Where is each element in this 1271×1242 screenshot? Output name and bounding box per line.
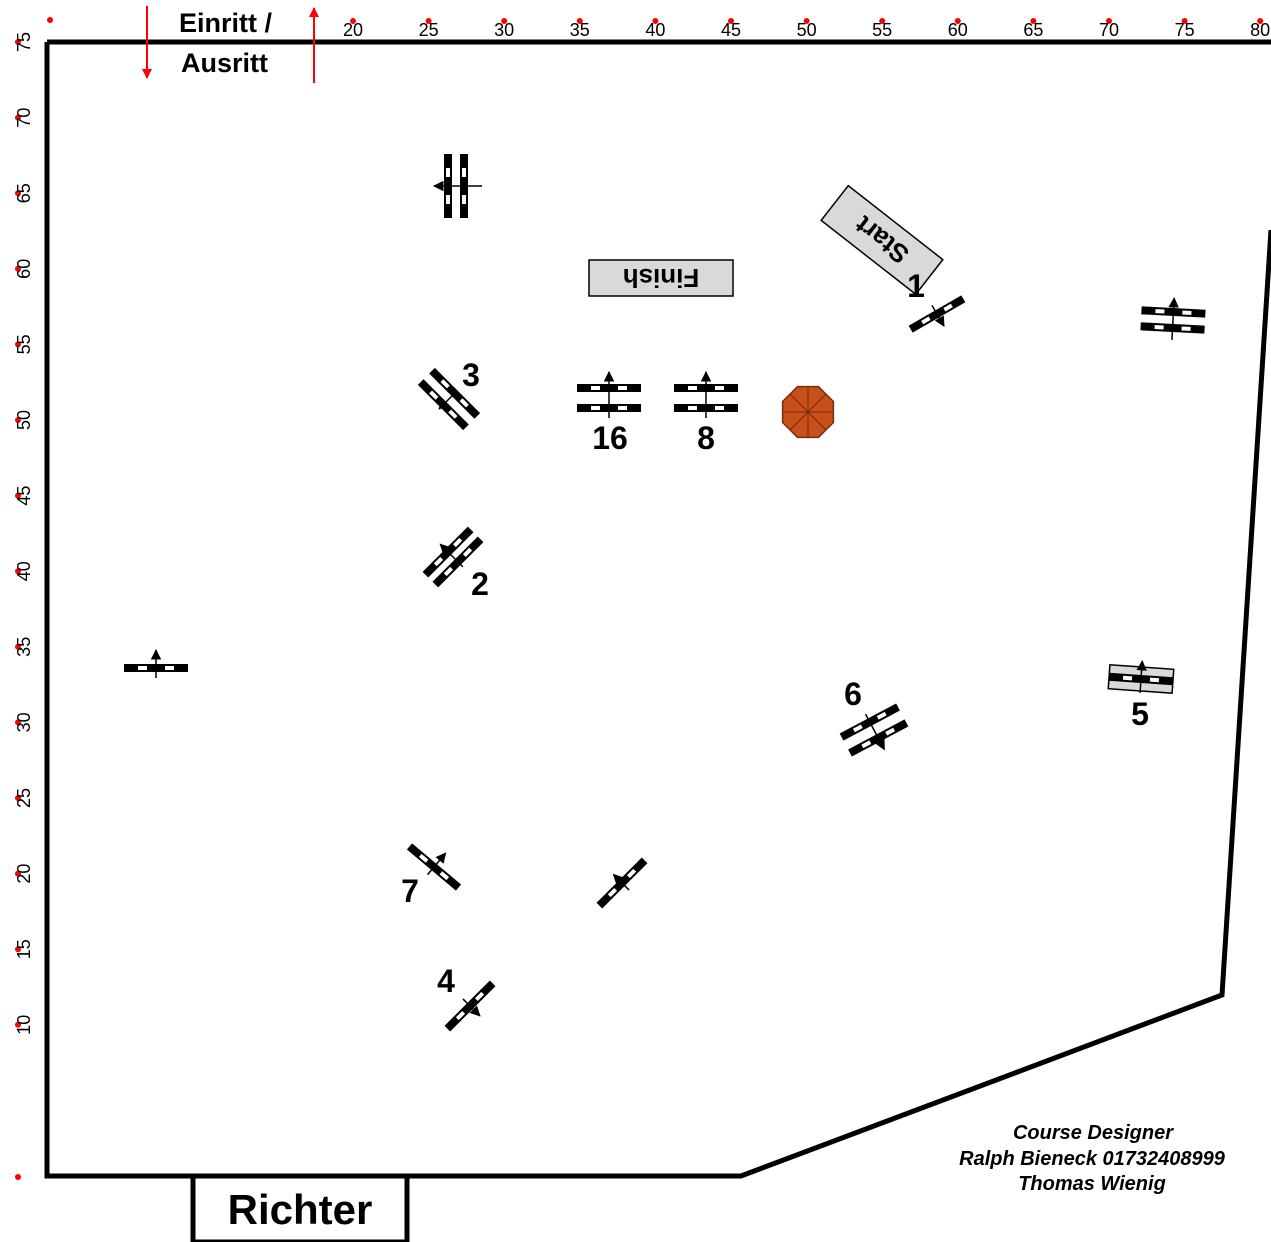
tick-marker: [15, 568, 21, 575]
obstacle-number-16: 16: [592, 420, 628, 456]
entrance-label-line2: Ausritt: [181, 48, 268, 78]
jump-5: [1107, 659, 1175, 695]
obstacle-number-6: 6: [844, 676, 862, 712]
top-tick-label: 30: [494, 20, 514, 40]
tick-marker: [15, 417, 21, 423]
tick-marker: [15, 492, 21, 499]
designer-credit: Course Designer Ralph Bieneck 0173240899…: [959, 1122, 1226, 1195]
jump-7: [406, 843, 462, 891]
tick-marker: [15, 341, 21, 348]
corner-marker: [15, 1174, 21, 1180]
left-tick-label: 55: [14, 334, 34, 354]
oxer-upper-left: [432, 154, 482, 218]
tick-marker: [15, 1021, 21, 1028]
top-tick-label: 35: [570, 20, 590, 40]
top-tick-label: 55: [872, 20, 892, 40]
tick-marker: [15, 870, 21, 877]
left-tick-label: 70: [14, 108, 34, 128]
tick-marker: [15, 265, 21, 272]
oxer-top-right: [1140, 296, 1206, 341]
jump-8: [674, 370, 738, 418]
tick-marker: [15, 795, 21, 801]
jump-1: [908, 295, 966, 333]
top-tick-label: 60: [948, 20, 968, 40]
tick-marker: [15, 190, 21, 197]
judge-box: Richter: [190, 1173, 410, 1242]
jump-16: [577, 370, 641, 418]
jump-4: [444, 980, 496, 1032]
tick-marker: [501, 18, 508, 24]
obstacle-number-7: 7: [401, 873, 419, 909]
obstacle-number-1: 1: [907, 268, 925, 304]
jump-6: [839, 703, 909, 757]
finish-label: Finish: [623, 263, 700, 293]
corner-marker: [47, 17, 53, 23]
jump-lower-middle: [596, 857, 648, 909]
obstacle-number-8: 8: [697, 420, 715, 456]
designer-line2: Thomas Wienig: [1018, 1173, 1166, 1195]
left-tick-label: 60: [14, 259, 34, 279]
arena-border-outline: [44, 42, 1271, 1179]
obstacle-number-4: 4: [437, 963, 455, 999]
top-tick-label: 40: [645, 20, 665, 40]
tick-marker: [1181, 18, 1188, 24]
left-tick-label: 50: [14, 410, 34, 430]
tick-marker: [15, 114, 21, 121]
finish-sign: Finish: [588, 259, 734, 297]
top-tick-label: 80: [1250, 20, 1270, 40]
tick-marker: [879, 18, 886, 24]
designer-line1: Ralph Bieneck 01732408999: [959, 1148, 1226, 1170]
left-tick-label: 20: [14, 864, 34, 884]
left-tick-label: 15: [14, 939, 34, 959]
top-tick-label: 50: [797, 20, 817, 40]
jump-left-single: [124, 648, 188, 678]
tick-marker: [728, 18, 734, 24]
tick-marker: [954, 18, 961, 24]
left-tick-label: 45: [14, 486, 34, 506]
obstacle-number-5: 5: [1131, 696, 1149, 732]
entrance-label-line1: Einritt /: [179, 8, 272, 38]
jump-2: [422, 526, 484, 588]
top-tick-label: 45: [721, 20, 741, 40]
tick-marker: [425, 18, 432, 24]
top-axis: 20 25 30 35 40 45 50 55 60 65 70 75 80: [343, 18, 1270, 40]
tick-marker: [1030, 18, 1037, 24]
top-tick-label: 70: [1099, 20, 1119, 40]
top-tick-label: 20: [343, 20, 363, 40]
top-tick-label: 75: [1175, 20, 1195, 40]
obstacle-number-2: 2: [471, 566, 489, 602]
tick-marker: [15, 719, 21, 726]
umbrella-icon: [781, 385, 835, 439]
tick-marker: [350, 18, 356, 24]
left-tick-label: 40: [14, 561, 34, 581]
tick-marker: [1257, 18, 1264, 24]
left-tick-label: 65: [14, 183, 34, 203]
entrance-exit: Einritt / Ausritt: [142, 6, 319, 83]
top-tick-label: 25: [419, 20, 439, 40]
tick-marker: [1106, 18, 1112, 24]
judge-label: Richter: [228, 1186, 373, 1233]
left-tick-label: 35: [14, 637, 34, 657]
obstacle-number-3: 3: [462, 357, 480, 393]
tick-marker: [652, 18, 659, 24]
tick-marker: [15, 39, 21, 45]
left-tick-label: 10: [14, 1015, 34, 1035]
tick-marker: [15, 946, 21, 953]
top-tick-label: 65: [1023, 20, 1043, 40]
left-axis: 75 70 65 60 55 50 45 40 35 30 25 20 15 10: [14, 32, 34, 1035]
tick-marker: [803, 18, 810, 24]
jump-3: [417, 367, 481, 431]
tick-marker: [576, 18, 583, 24]
designer-title: Course Designer: [1013, 1122, 1174, 1144]
left-tick-label: 30: [14, 712, 34, 732]
left-tick-label: 25: [14, 788, 34, 808]
left-tick-label: 75: [14, 32, 34, 52]
tick-marker: [15, 643, 21, 650]
